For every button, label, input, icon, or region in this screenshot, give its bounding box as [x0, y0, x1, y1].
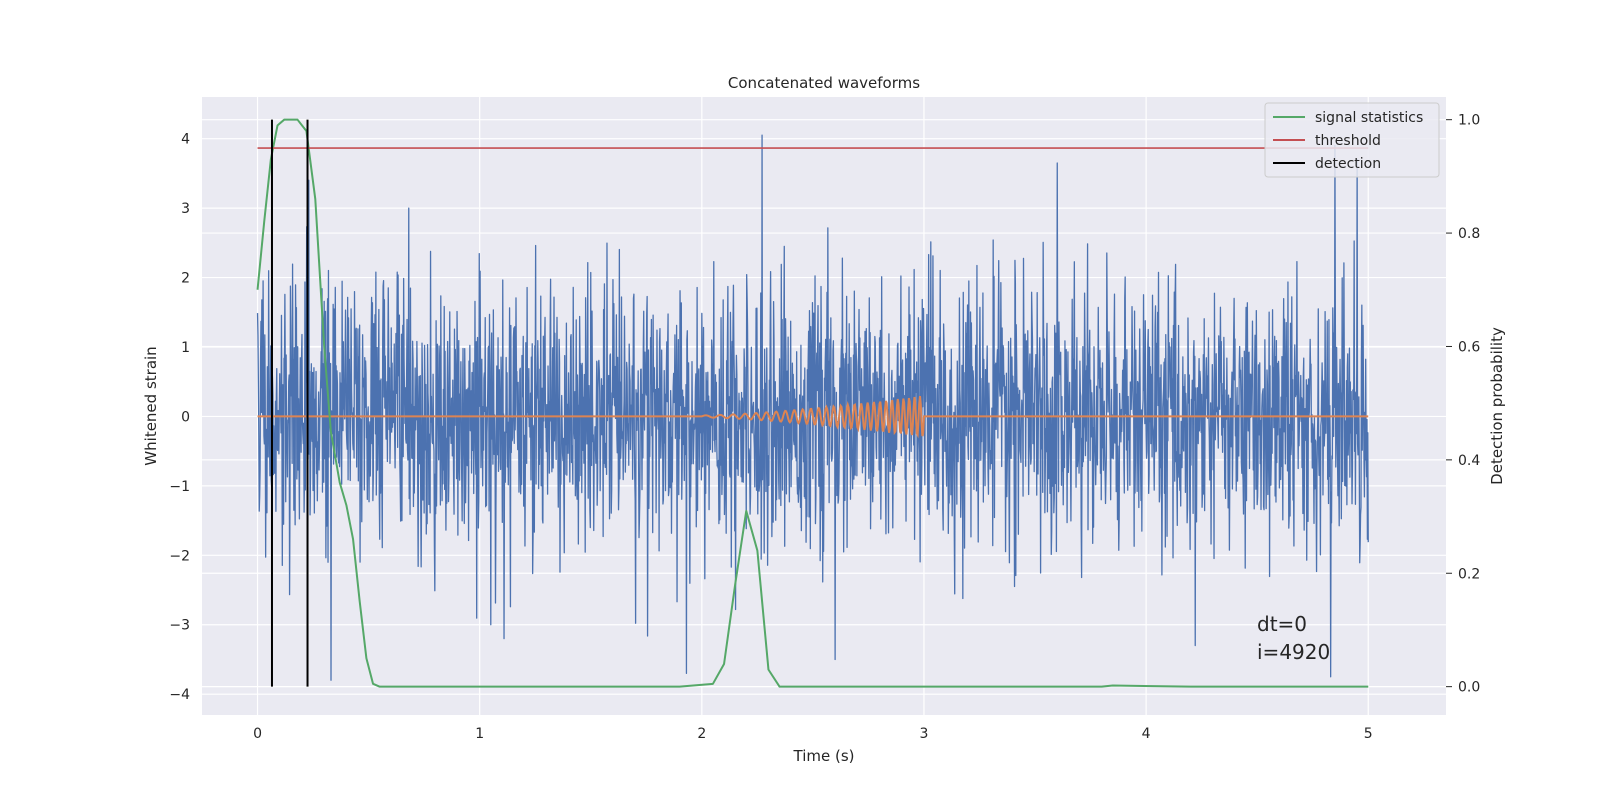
y-tick-label: 4 — [181, 132, 190, 148]
legend-label: threshold — [1315, 133, 1381, 149]
y-right-tick-label: 1.0 — [1458, 113, 1480, 129]
y-tick-label: 0 — [181, 409, 190, 425]
y-tick-label: 1 — [181, 340, 190, 356]
y-tick-label: −2 — [169, 548, 190, 564]
x-tick-label: 4 — [1142, 726, 1151, 742]
ticks-layer: 0 1 2 3 4 5 −4 −3 −2 −1 0 1 2 3 4 0.0 0.2 0.4 0.6 0.8 1.0 — [169, 113, 1480, 742]
legend-label: signal statistics — [1315, 110, 1423, 126]
y-tick-label: 3 — [181, 201, 190, 217]
legend-label: detection — [1315, 156, 1381, 172]
annotation-i: i=4920 — [1257, 640, 1330, 664]
y-right-tick-label: 0.4 — [1458, 453, 1480, 469]
x-tick-label: 0 — [253, 726, 262, 742]
y-tick-label: −4 — [169, 687, 190, 703]
y-tick-label: −1 — [169, 479, 190, 495]
y-tick-label: −3 — [169, 618, 190, 634]
injected-signal-line — [257, 396, 1369, 439]
annotation-dt: dt=0 — [1257, 612, 1307, 636]
x-tick-label: 5 — [1364, 726, 1373, 742]
x-tick-label: 1 — [475, 726, 484, 742]
y-tick-label: 2 — [181, 271, 190, 287]
y-right-tick-label: 0.6 — [1458, 339, 1480, 355]
signal-statistics-line — [256, 118, 1369, 688]
x-tick-label: 2 — [697, 726, 706, 742]
y-right-tick-label: 0.2 — [1458, 566, 1480, 582]
legend: signal statistics threshold detection — [1264, 102, 1440, 178]
x-tick-label: 3 — [920, 726, 929, 742]
series-layer — [256, 118, 1369, 688]
y-right-tick-label: 0.0 — [1458, 680, 1480, 696]
y-right-axis-label: Detection probability — [1488, 327, 1506, 485]
x-axis-label: Time (s) — [793, 747, 855, 765]
y-axis-label: Whitened strain — [142, 346, 160, 465]
legend-box — [1264, 102, 1440, 178]
chart-title: Concatenated waveforms — [728, 74, 920, 92]
y-right-tick-label: 0.8 — [1458, 226, 1480, 242]
